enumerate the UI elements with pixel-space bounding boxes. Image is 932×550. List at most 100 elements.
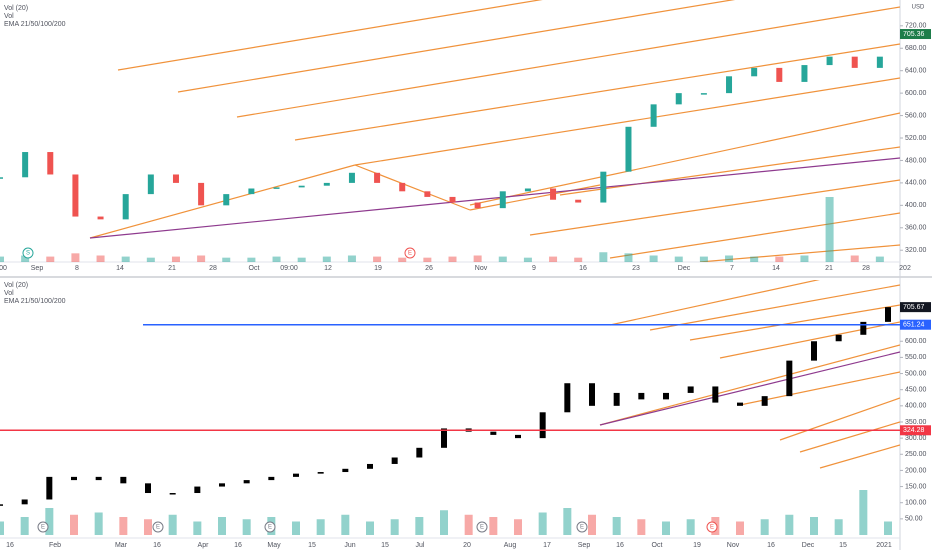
x-tick-label: 8	[75, 265, 79, 272]
x-tick-label: 16	[767, 542, 775, 549]
x-tick-label: 21	[825, 265, 833, 272]
x-tick-label: 28	[862, 265, 870, 272]
y-tick-label: 200.00	[905, 467, 927, 474]
x-tick-label: Dec	[802, 542, 815, 549]
volume-bar	[94, 512, 103, 535]
event-label: E	[408, 251, 412, 257]
event-label: E	[156, 525, 160, 531]
x-tick-label: Apr	[198, 542, 210, 549]
x-tick-label: 09:00	[280, 265, 298, 272]
volume-bar	[750, 256, 759, 262]
event-label: S	[26, 251, 30, 257]
volume-bar	[884, 521, 892, 535]
volume-bar	[119, 517, 128, 535]
x-tick-label: May	[267, 542, 281, 549]
candle	[317, 472, 324, 474]
candle	[650, 104, 657, 127]
currency: USD	[912, 5, 925, 11]
candle	[268, 476, 275, 481]
event-marker	[576, 521, 588, 533]
volume-bar	[121, 256, 130, 262]
volume-bar	[46, 256, 55, 262]
candle	[416, 447, 423, 458]
candle	[219, 483, 225, 487]
volume-bar	[71, 253, 80, 262]
y-tick-label: 150.00	[905, 483, 927, 490]
x-tick-label: 12	[324, 265, 332, 272]
x-tick-label: 26	[425, 265, 433, 272]
candle	[474, 202, 481, 209]
candle	[449, 196, 456, 203]
candle	[22, 152, 29, 178]
candle	[248, 188, 255, 195]
candle	[424, 191, 431, 197]
volume-bar	[523, 257, 532, 262]
volume-bar	[624, 253, 633, 262]
candle	[499, 191, 506, 209]
volume-bar	[398, 257, 407, 262]
pitchfork-top	[89, 0, 900, 262]
candle	[122, 194, 129, 220]
volume-bar	[448, 256, 457, 262]
volume-bar	[736, 521, 744, 535]
y-tick-label: 440.00	[905, 180, 927, 187]
y-tick-label: 640.00	[905, 68, 927, 75]
x-tick-label: 2021	[876, 542, 892, 549]
x-tick-label: 15	[839, 542, 847, 549]
volume-bar	[70, 514, 78, 535]
candle	[95, 476, 102, 481]
y-tick-label: 50.00	[905, 516, 923, 523]
candle	[323, 182, 330, 186]
volume-bar	[322, 256, 331, 262]
volume-bar	[144, 519, 152, 535]
volume-bar	[21, 255, 30, 262]
volume-bar	[612, 517, 621, 535]
legend-item: Vol (20)	[4, 5, 28, 12]
candle	[194, 486, 201, 494]
y-tick-label: 400.00	[905, 202, 927, 209]
x-tick-label: 16	[153, 542, 161, 549]
volume-bar	[366, 521, 374, 535]
candle	[550, 188, 557, 200]
legend-item: EMA 21/50/100/200	[4, 298, 66, 305]
x-tick-label: Feb	[49, 542, 61, 549]
legend-item: Vol	[4, 290, 14, 297]
plot	[0, 56, 884, 262]
candle	[46, 476, 53, 500]
x-tick-label: Jun	[344, 542, 355, 549]
candle	[145, 483, 151, 494]
volume-bar	[0, 521, 4, 535]
volume-bar	[775, 256, 784, 262]
event-marker	[404, 247, 416, 259]
candle	[441, 428, 447, 448]
x-tick-label: Aug	[504, 542, 517, 549]
volume-bar	[415, 517, 424, 535]
price-tag-label: 705.36	[903, 31, 925, 38]
candle	[826, 56, 833, 66]
x-tick-label: 20	[463, 542, 471, 549]
y-tick-label: 480.00	[905, 157, 927, 164]
candle	[298, 185, 305, 188]
legend-item: Vol (20)	[4, 282, 28, 289]
candle	[876, 56, 883, 68]
event-label: E	[480, 525, 484, 531]
x-tick-label: 14	[116, 265, 124, 272]
volume-bar	[514, 519, 522, 535]
candle	[539, 412, 546, 439]
event-label: E	[710, 525, 714, 531]
candle	[776, 67, 783, 82]
x-tick-label: 16	[616, 542, 624, 549]
x-tick-label: 19	[374, 265, 382, 272]
candle	[147, 174, 154, 195]
candle	[687, 386, 694, 393]
volume-bar	[686, 519, 695, 535]
plot	[0, 307, 892, 535]
volume-bar	[193, 521, 202, 535]
volume-bar	[0, 256, 4, 262]
x-tick-label: 17	[543, 542, 551, 549]
y-tick-label: 720.00	[905, 23, 927, 30]
volume-bar	[45, 508, 54, 535]
volume-bar	[423, 257, 432, 262]
volume-bar	[297, 257, 306, 262]
